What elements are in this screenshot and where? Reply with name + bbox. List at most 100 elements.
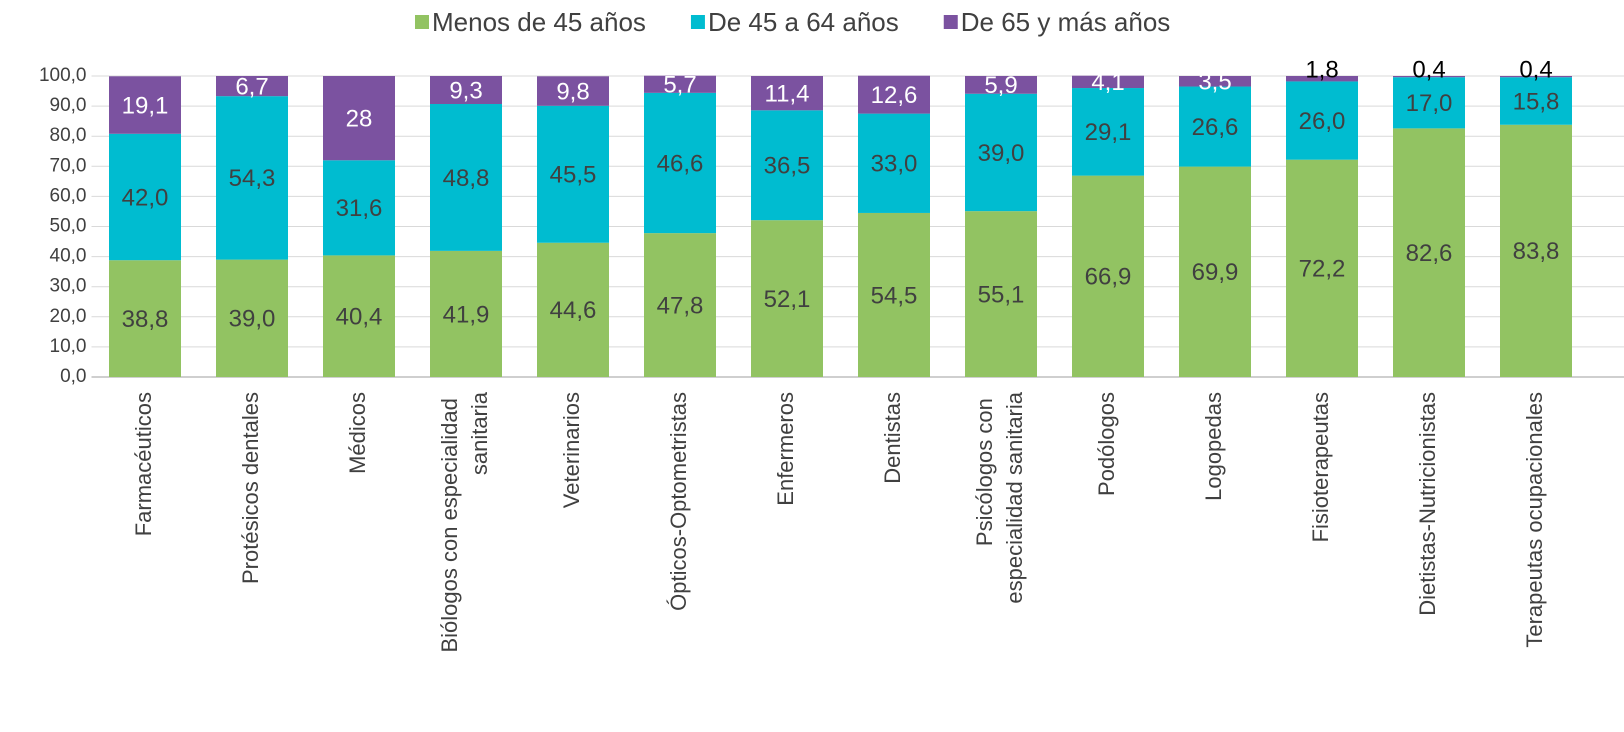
data-label: 26,0 [1299,108,1346,135]
bar-segment [430,103,502,251]
bar-segment [858,212,930,377]
bar-segment [858,113,930,213]
bar-segment [1286,81,1358,160]
bar-segment [537,105,609,243]
data-label: 66,9 [1085,264,1132,291]
bar-segment [1179,166,1251,377]
y-tick-label: 30,0 [50,276,87,297]
x-tick-label-line: Dietistas-Nutricionistas [1415,392,1440,616]
bar-segment [109,76,181,134]
data-label: 39,0 [229,306,276,333]
x-tick-label: Enfermeros [773,392,798,506]
data-label: 5,9 [984,72,1017,99]
data-label: 26,6 [1192,114,1239,141]
bar-segment [216,76,288,97]
x-tick-label: Ópticos-Optometristas [666,392,691,611]
bar-segment [537,76,609,106]
data-label: 42,0 [122,184,169,211]
bar-segment [537,242,609,377]
data-label: 83,8 [1513,238,1560,265]
data-label: 1,8 [1305,56,1338,83]
data-label: 54,3 [229,165,276,192]
x-tick-label-line: Logopedas [1201,392,1226,501]
x-tick-label-line: Terapeutas ocupacionales [1522,392,1547,648]
data-label: 72,2 [1299,256,1346,283]
data-label: 46,6 [657,150,704,177]
data-label: 69,9 [1192,259,1239,286]
x-tick-label: Dentistas [880,392,905,484]
legend-swatch [943,15,958,29]
bar-segment [1393,76,1465,78]
bar-segment [644,92,716,234]
bar-segment [751,220,823,377]
bar-segment [1500,76,1572,78]
y-tick-label: 80,0 [50,125,87,146]
x-tick-label: Psicólogos con especialidad sanitaria [972,391,1027,603]
data-label: 5,7 [663,72,696,99]
data-label: 45,5 [550,162,597,189]
bar-segment [1179,76,1251,87]
data-label: 38,8 [122,306,169,333]
x-tick-label: Dietistas-Nutricionistas [1415,392,1440,616]
bar-segment [751,110,823,221]
x-tick-label-line: Psicólogos con [972,392,997,546]
legend-swatch [415,15,429,29]
x-tick-label-line: Enfermeros [773,392,798,506]
x-tick-label-line: sanitaria [467,391,492,475]
bar-segment [1500,77,1572,125]
bar-segment [323,255,395,377]
bar-segment [430,250,502,377]
data-label: 47,8 [657,292,704,319]
data-label: 19,1 [122,92,169,119]
bar-segment [323,160,395,256]
data-label: 54,5 [871,282,918,309]
bar-segment [1286,159,1358,377]
bar-segment [216,96,288,260]
bar-segment [751,76,823,111]
bar-segment [1072,175,1144,377]
x-tick-label-line: especialidad sanitaria [1002,391,1027,603]
y-tick-label: 100,0 [39,65,87,86]
y-tick-label: 60,0 [50,185,87,206]
bar-segment [1393,77,1465,129]
data-label: 28 [346,105,373,132]
data-label: 11,4 [765,81,810,108]
bar-segment [1072,88,1144,176]
data-label: 9,8 [556,78,589,105]
y-tick-label: 50,0 [50,216,87,237]
x-tick-label-line: Protésicos dentales [238,392,263,584]
y-tick-label: 70,0 [50,155,87,176]
y-tick-label: 40,0 [50,246,87,267]
y-tick-label: 90,0 [50,95,87,116]
bar-segment [858,75,930,114]
legend-label: De 65 y más años [961,7,1171,37]
x-tick-label: Farmacéuticos [131,392,156,536]
bar-segment [644,233,716,377]
x-tick-label-line: Veterinarios [559,392,584,508]
data-label: 82,6 [1406,240,1453,267]
bar-segment [1393,128,1465,377]
data-label: 31,6 [336,195,383,222]
bar-segment [109,133,181,261]
legend-label: De 45 a 64 años [708,7,899,37]
bar-segment [965,93,1037,212]
bar-segment [430,76,502,104]
bar-segment [965,76,1037,94]
bar-segment [1500,124,1572,378]
x-tick-label-line: Ópticos-Optometristas [666,392,691,611]
data-label: 3,5 [1198,69,1231,96]
x-tick-label-line: Fisioterapeutas [1308,392,1333,542]
data-label: 52,1 [764,286,811,313]
y-tick-label: 0,0 [60,366,86,387]
data-label: 15,8 [1513,88,1560,115]
legend-label: Menos de 45 años [432,7,646,37]
bar-segment [323,76,395,161]
data-label: 40,4 [336,304,383,331]
bar-segment [1286,76,1358,82]
x-tick-label: Fisioterapeutas [1308,392,1333,542]
bar-segment [644,75,716,93]
data-label: 44,6 [550,297,597,324]
x-tick-label-line: Podólogos [1094,392,1119,496]
bar-segment [109,260,181,377]
